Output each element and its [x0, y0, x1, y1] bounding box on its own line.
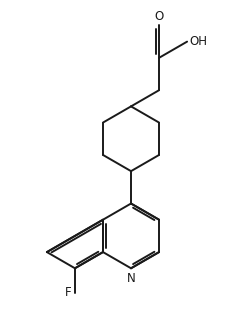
Text: OH: OH — [190, 35, 208, 48]
Text: F: F — [65, 286, 72, 299]
Text: O: O — [154, 10, 164, 23]
Text: N: N — [127, 273, 135, 286]
